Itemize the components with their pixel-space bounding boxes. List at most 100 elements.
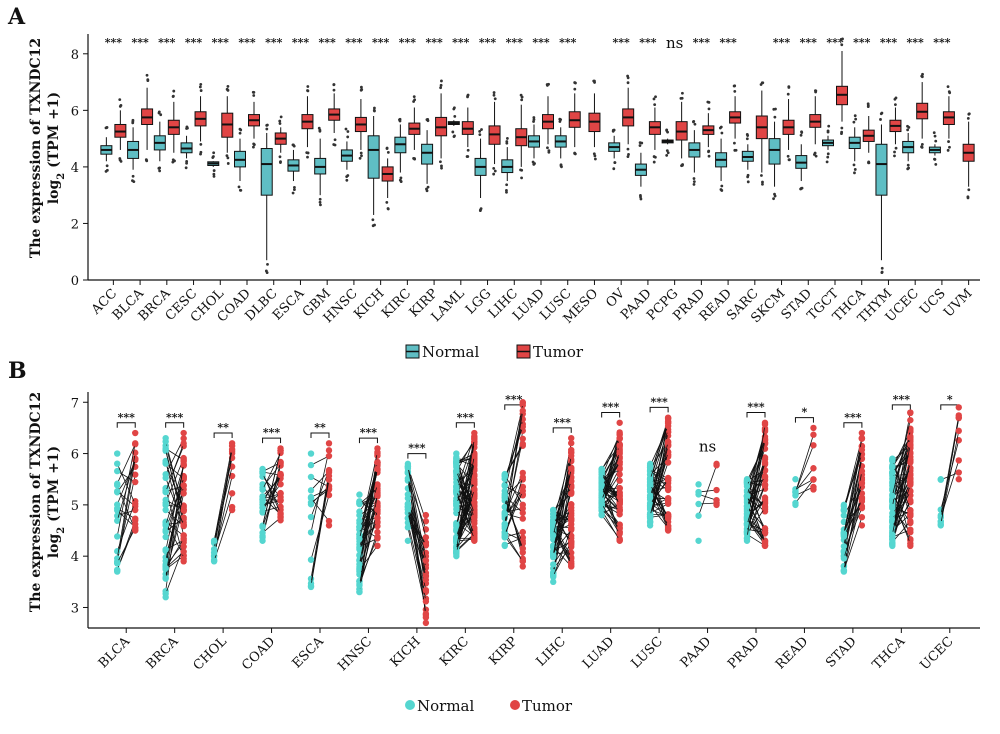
panel-a-outlier-low-tumor-chol: [226, 156, 230, 160]
panel-b-tumor-point-brca: [180, 548, 187, 555]
panel-b-normal-point-brca: [162, 460, 169, 467]
panel-b-ytick-label-4: 4: [71, 550, 79, 565]
panel-a-outlier-low-tumor-read: [733, 148, 737, 152]
panel-b-tumor-point-thca: [907, 434, 914, 441]
panel-b-tumor-point-kirc: [471, 478, 478, 486]
panel-b-pair-line-brca: [165, 517, 184, 533]
panel-a-outlier-low-tumor-gbm: [333, 138, 337, 142]
panel-a-outlier-low-tumor-paad: [652, 155, 656, 158]
panel-a-outlier-normal-paad: [638, 141, 642, 145]
panel-b-tumor-min-blca: [132, 527, 139, 534]
panel-b-tumor-point-lusc: [664, 438, 672, 445]
panel-b-pair-line-brca: [165, 551, 184, 569]
panel-b-tumor-point-esca: [325, 452, 333, 460]
panel-b-normal-point-prad: [743, 483, 751, 490]
panel-b-tumor-point-blca: [132, 500, 139, 508]
panel-b-plot: 34567BLCA***BRCA***CHOL**COAD***ESCA**HN…: [71, 392, 980, 674]
panel-b-tumor-point-paad: [713, 486, 720, 494]
panel-b-xlabel-lihc: LIHC: [534, 634, 569, 669]
panel-b-pair-line-kirc: [455, 490, 475, 540]
panel-a-outlier-low-tumor-tgct: [840, 126, 844, 130]
panel-b-pair-line-kich: [407, 517, 427, 546]
panel-a-outlier-low-tumor-thca: [867, 160, 871, 164]
panel-a-outlier-low-tumor-blca: [144, 158, 148, 162]
panel-b-normal-point-brca: [162, 446, 169, 453]
panel-a-sig-tgct: ***: [826, 36, 844, 49]
panel-a-outlier-low-tumor-sarc: [760, 174, 763, 177]
panel-b-normal-point-esca: [307, 487, 315, 494]
panel-b-normal-min-paad: [695, 537, 702, 544]
panel-b-tumor-max-blca: [132, 429, 139, 437]
panel-b-sig-lihc: ***: [554, 416, 572, 429]
panel-a-legend: Normal Tumor: [405, 343, 584, 361]
panel-b-tumor-point-kirp: [519, 515, 526, 522]
panel-b-normal-min-chol: [210, 558, 218, 565]
panel-b-normal-point-prad: [743, 492, 751, 499]
panel-b-tumor-point-brca: [180, 522, 187, 529]
panel-a-outlier-low-tumor-dlbc: [278, 155, 282, 159]
panel-b-tumor-max-ucec: [955, 404, 962, 411]
panel-b-pair-line-hnsc: [359, 468, 378, 565]
panel-a-outlier-tumor-kich: [386, 150, 390, 154]
panel-b-tumor-point-kirc: [471, 499, 478, 506]
panel-b-tumor-point-hnsc: [374, 514, 381, 522]
panel-b-pair-line-read: [795, 445, 814, 493]
panel-a-outlier-low-tumor-ucec: [920, 145, 924, 149]
panel-b-pair-line-ucec: [940, 430, 960, 525]
panel-a-box-normal-dlbc: [260, 148, 273, 196]
panel-b-normal-max-brca: [162, 434, 169, 442]
panel-a-outlier-tumor-ucs: [947, 90, 951, 94]
panel-b-normal-point-brca: [162, 528, 169, 535]
panel-a-outlier-normal-gbm: [318, 128, 322, 132]
panel-a-outlier-normal-thca: [852, 120, 856, 124]
panel-b-pair-line-ucec: [940, 415, 960, 516]
panel-b-tumor-point-kirc: [471, 485, 478, 493]
panel-a-outlier-tumor-esca: [306, 89, 309, 92]
panel-b-normal-min-kirc: [453, 552, 460, 560]
panel-b-pair-line-coad: [262, 473, 281, 514]
panel-b-tumor-point-kirp: [519, 501, 526, 509]
panel-b-xlabel-ucec: UCEC: [917, 634, 956, 673]
panel-b-tumor-point-hnsc: [374, 481, 381, 488]
panel-a-outlier-low-normal-lusc: [560, 165, 563, 169]
panel-a-box-normal-skcm: [768, 138, 781, 165]
panel-b-normal-point-hnsc: [356, 512, 363, 519]
panel-a: A The expression of TXNDC12 log2 (TPM +1…: [7, 4, 980, 361]
panel-a-sig-kirp: ***: [425, 36, 443, 49]
panel-b-pair-line-brca: [165, 464, 185, 578]
panel-a-ylabel-line2: log2 (TPM +1): [46, 92, 67, 204]
panel-a-outlier-normal-pcpg: [665, 128, 669, 132]
panel-b-tumor-point-kirp: [519, 545, 526, 552]
panel-a-outlier-normal-sarc: [745, 137, 749, 141]
panel-a-outlier-tumor-hnsc: [359, 85, 363, 89]
panel-b-normal-point-kich: [404, 500, 412, 507]
panel-b-pair-line-prad: [746, 507, 766, 534]
panel-a-outlier-tumor-dlbc: [278, 119, 282, 123]
panel-a-outlier-low-normal-hnsc: [346, 174, 350, 177]
panel-b-normal-point-blca: [114, 533, 121, 540]
panel-b-pair-line-stad: [843, 497, 863, 559]
panel-b-bracket-lusc: [649, 406, 669, 413]
panel-b-pair-line-coad: [262, 450, 281, 526]
panel-b-normal-point-kich: [404, 495, 412, 502]
panel-b-normal-max-stad: [840, 501, 848, 509]
panel-b-normal-max-coad: [259, 465, 266, 473]
panel-b-pair-line-esca: [310, 470, 330, 491]
panel-b-normal-point-thca: [889, 478, 896, 486]
panel-b-normal-min-brca: [162, 594, 169, 601]
panel-a-outlier-normal-ucs: [934, 139, 938, 143]
panel-b-normal-max-kirc: [453, 450, 460, 457]
panel-b-normal-min-stad: [840, 568, 848, 575]
panel-a-outlier-low-normal-ucs: [934, 162, 938, 166]
panel-b-tumor-point-hnsc: [374, 534, 381, 542]
panel-b-normal-max-prad: [743, 476, 751, 483]
panel-a-outlier-low-tumor-luad: [546, 146, 549, 150]
panel-a-outlier-normal-hnsc: [346, 130, 350, 133]
panel-a-outlier-low-tumor-uvm: [967, 188, 971, 192]
panel-b-pair-line-kirp: [504, 438, 524, 525]
panel-b-tumor-point-chol: [228, 490, 236, 497]
panel-a-outlier-low-normal-dlbc: [264, 269, 268, 273]
panel-a-outlier-tumor-paad: [653, 103, 657, 107]
panel-a-outlier-normal-stad: [799, 133, 803, 137]
panel-a-outlier-tumor-laml: [466, 94, 470, 98]
